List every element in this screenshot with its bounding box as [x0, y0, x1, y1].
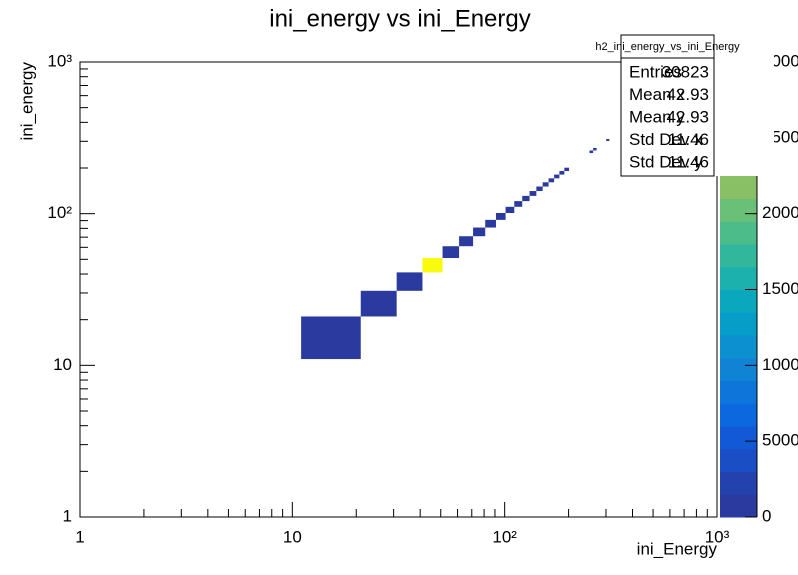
cell: [559, 171, 565, 175]
cell: [442, 246, 460, 259]
cell: [536, 186, 543, 192]
stats-label: Entries: [629, 62, 682, 81]
x-tick-label: 10³: [705, 527, 730, 546]
y-tick-label: 1: [63, 506, 72, 525]
cell: [548, 178, 555, 183]
cell: [606, 138, 610, 142]
palette-band: [720, 289, 757, 313]
palette-band: [720, 266, 757, 290]
stats-label: Mean x: [629, 85, 685, 104]
palette-band: [720, 244, 757, 268]
palette-band: [720, 221, 757, 245]
stats-value: 30823: [662, 62, 709, 81]
palette-band: [720, 426, 757, 450]
cell: [459, 236, 474, 247]
cell: [593, 147, 597, 151]
palette-band: [720, 380, 757, 404]
cell: [301, 316, 361, 360]
x-tick-label: 10: [283, 527, 302, 546]
chart-title: ini_energy vs ini_Energy: [269, 5, 530, 32]
stats-label: Mean y: [629, 107, 685, 126]
cell: [589, 150, 594, 154]
stats-value: 11.46: [668, 130, 709, 149]
cell: [422, 258, 443, 273]
cell: [473, 227, 486, 237]
palette-band: [720, 335, 757, 359]
cell: [396, 272, 423, 291]
z-tick-label: 5000: [762, 431, 798, 450]
palette-band: [720, 198, 757, 222]
y-axis-title: ini_energy: [17, 62, 36, 141]
cell: [542, 182, 549, 187]
cell: [495, 213, 506, 220]
z-tick-label: 10000: [762, 355, 798, 374]
z-tick-label: 15000: [762, 279, 798, 298]
x-tick-label: 1: [75, 527, 84, 546]
x-axis-title: ini_Energy: [637, 539, 718, 558]
y-tick-label: 10³: [47, 51, 72, 70]
palette-band: [720, 175, 757, 199]
y-tick-label: 10: [53, 355, 72, 374]
z-tick-label: 0: [762, 506, 771, 525]
cell: [522, 195, 530, 202]
stats-value: 11.46: [668, 152, 709, 171]
stats-label: Std Dev y: [629, 152, 703, 171]
stats-label: Std Dev x: [629, 130, 703, 149]
x-tick-label: 10²: [492, 527, 517, 546]
palette-band: [720, 494, 757, 518]
cell: [564, 167, 570, 172]
plot-frame: [79, 61, 718, 518]
cell: [505, 206, 515, 214]
stats-value: 42.93: [666, 107, 709, 126]
palette-band: [720, 312, 757, 336]
stats-title: h2_ini_energy_vs_ini_Energy: [595, 41, 740, 53]
cell: [360, 290, 397, 317]
cell: [485, 219, 496, 228]
cell: [529, 191, 537, 196]
palette-band: [720, 357, 757, 381]
palette-band: [720, 471, 757, 495]
cell: [554, 174, 560, 179]
stats-value: 42.93: [666, 85, 709, 104]
z-tick-label: 20000: [762, 203, 798, 222]
palette-band: [720, 448, 757, 472]
y-tick-label: 10²: [47, 203, 72, 222]
palette-band: [720, 403, 757, 427]
cell: [514, 201, 523, 207]
